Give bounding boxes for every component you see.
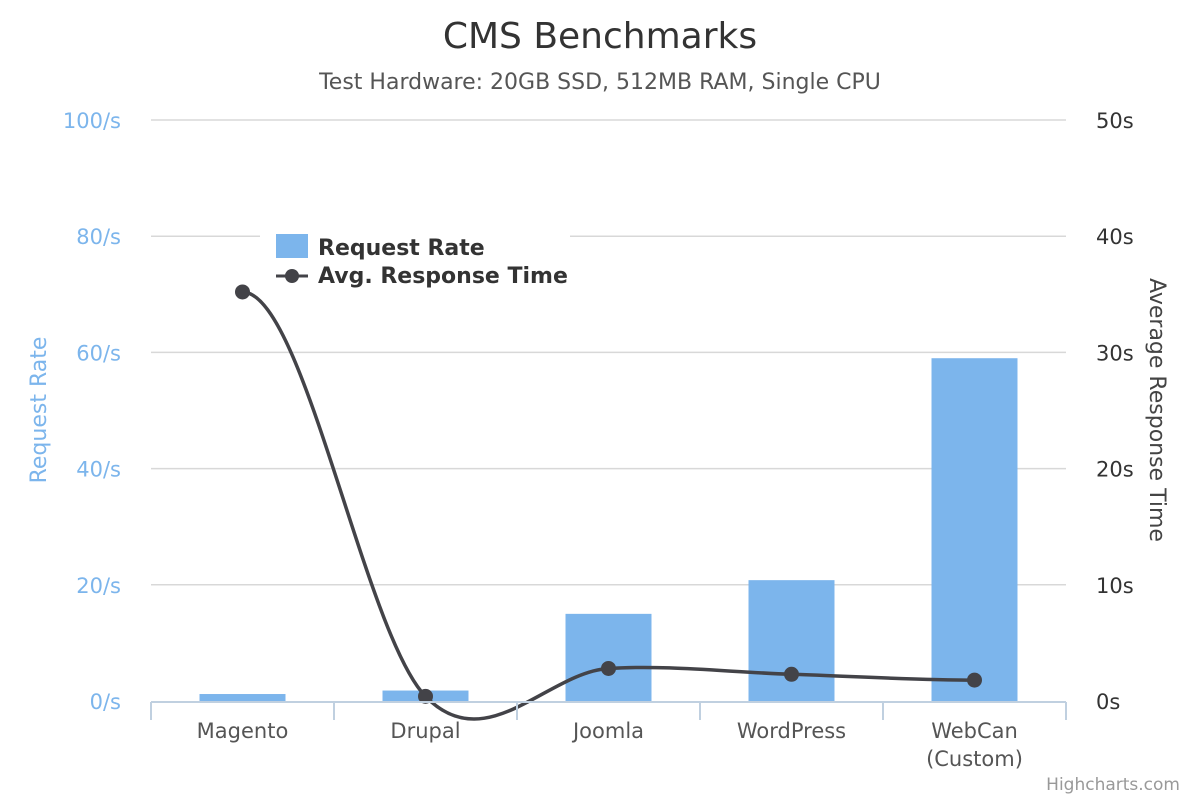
legend-item-response-time[interactable]: Avg. Response Time (276, 264, 568, 289)
right-tick-label: 50s (1096, 109, 1134, 133)
right-tick-label: 0s (1096, 690, 1120, 714)
right-axis-title: Average Response Time (1144, 278, 1169, 542)
legend-swatch-request-rate (276, 234, 308, 258)
bar-webcan-custom[interactable] (931, 358, 1018, 701)
right-tick-label: 10s (1096, 574, 1134, 598)
grid-lines (151, 119, 1066, 586)
point-webcan-custom[interactable] (967, 672, 982, 688)
x-tick-label: WordPress (737, 719, 846, 743)
legend-label-request-rate: Request Rate (318, 236, 485, 261)
x-tick-label: Magento (197, 719, 289, 743)
response-time-line (242, 290, 975, 721)
response-time-series (235, 284, 982, 721)
left-tick-label: 40/s (76, 458, 121, 482)
point-drupal[interactable] (418, 688, 433, 704)
right-tick-label: 20s (1096, 458, 1134, 482)
x-axis-ticks: Magento Drupal Joomla WordPress WebCan (Custo… (197, 719, 1023, 771)
point-wordpress[interactable] (784, 666, 799, 682)
right-axis-ticks: 0s 10s 20s 30s 40s 50s (1096, 109, 1134, 714)
chart-title: CMS Benchmarks (443, 16, 757, 57)
legend-item-request-rate[interactable]: Request Rate (276, 234, 485, 261)
bar-wordpress[interactable] (748, 580, 835, 701)
left-tick-label: 0/s (90, 690, 121, 714)
x-tick-label: WebCan (Custom) (926, 719, 1023, 771)
x-tick-label: Drupal (390, 719, 460, 743)
x-tick-label: Joomla (571, 719, 644, 743)
x-axis (150, 701, 1067, 720)
right-tick-label: 40s (1096, 225, 1134, 249)
point-joomla[interactable] (601, 660, 616, 676)
left-tick-label: 80/s (76, 225, 121, 249)
request-rate-series (199, 358, 1018, 701)
left-tick-label: 20/s (76, 574, 121, 598)
left-tick-label: 60/s (76, 341, 121, 365)
left-axis-title: Request Rate (27, 337, 52, 484)
legend-marker-response-time (285, 269, 299, 283)
legend-label-response-time: Avg. Response Time (318, 264, 568, 289)
legend-background (260, 220, 570, 298)
right-tick-label: 30s (1096, 341, 1134, 365)
point-magento[interactable] (235, 284, 250, 300)
bar-magento[interactable] (199, 694, 286, 701)
legend: Request Rate Avg. Response Time (260, 220, 570, 298)
chart-subtitle: Test Hardware: 20GB SSD, 512MB RAM, Sing… (318, 70, 881, 95)
credits-link[interactable]: Highcharts.com (1046, 775, 1180, 795)
left-tick-label: 100/s (63, 109, 121, 133)
bar-joomla[interactable] (565, 613, 652, 701)
left-axis-ticks: 0/s 20/s 40/s 60/s 80/s 100/s (63, 109, 121, 714)
